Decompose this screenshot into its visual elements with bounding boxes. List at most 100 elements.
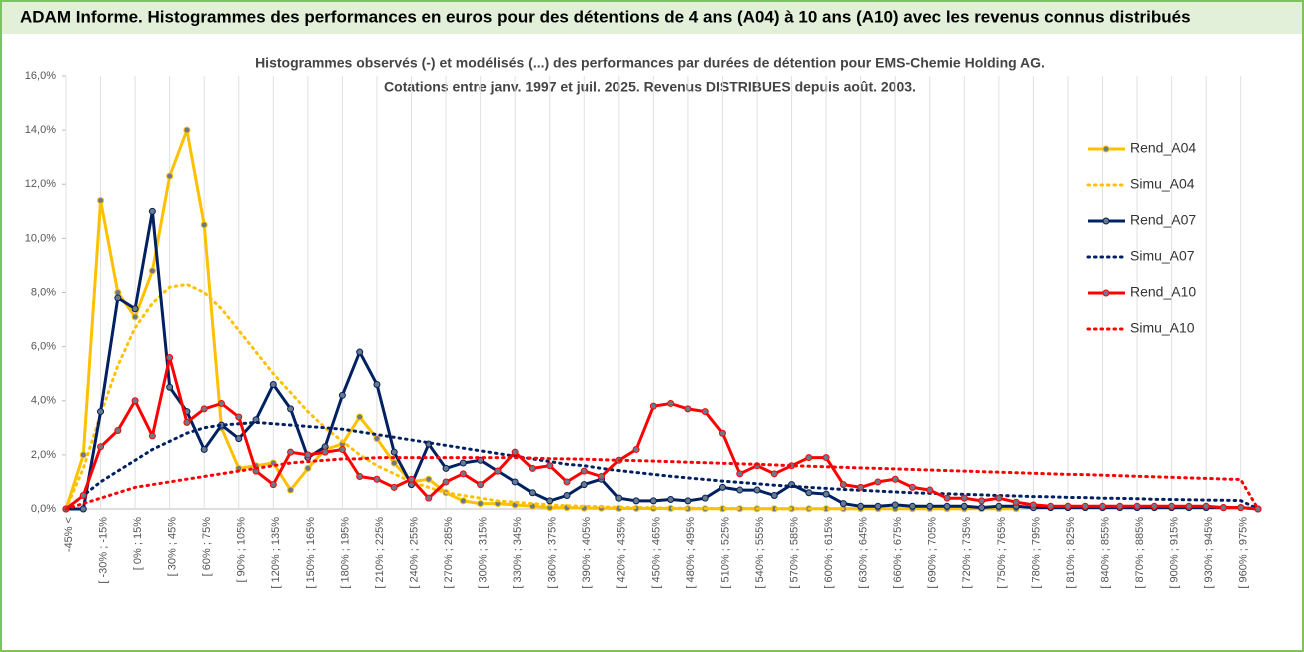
point <box>874 478 882 486</box>
point <box>632 497 640 505</box>
point <box>546 462 554 470</box>
x-tick-label: [ 0% ; 15% <box>132 517 144 570</box>
legend-marker <box>1102 145 1110 153</box>
point <box>1081 502 1089 510</box>
x-tick-label: [ 180% ; 195% <box>339 517 351 589</box>
point <box>563 478 571 486</box>
legend-label: Simu_A04 <box>1130 176 1195 192</box>
y-tick-label: 8,0% <box>31 286 56 298</box>
point <box>148 267 156 275</box>
point <box>1047 502 1055 510</box>
point <box>166 172 174 180</box>
x-tick-label: [ 60% ; 75% <box>201 517 213 577</box>
point <box>632 445 640 453</box>
point <box>217 399 225 407</box>
x-tick-label: [ 870% ; 885% <box>1134 517 1146 589</box>
point <box>736 486 744 494</box>
x-tick-label: [ 600% ; 615% <box>823 517 835 589</box>
point <box>563 491 571 499</box>
point <box>321 448 329 456</box>
x-tick-label: [ 780% ; 795% <box>1030 517 1042 589</box>
point <box>442 478 450 486</box>
point <box>1185 502 1193 510</box>
point <box>373 435 381 443</box>
y-tick-label: 6,0% <box>31 341 56 353</box>
x-tick-label: [ 810% ; 825% <box>1065 517 1077 589</box>
point <box>79 451 87 459</box>
y-tick-label: 4,0% <box>31 395 56 407</box>
legend-label: Simu_A07 <box>1130 248 1195 264</box>
point <box>908 502 916 510</box>
point <box>183 418 191 426</box>
x-tick-label: [ 240% ; 255% <box>408 517 420 589</box>
point <box>978 497 986 505</box>
point <box>477 500 485 508</box>
point <box>580 481 588 489</box>
point <box>183 126 191 134</box>
point <box>114 294 122 302</box>
x-tick-label: [ 480% ; 495% <box>685 517 697 589</box>
point <box>304 464 312 472</box>
point <box>891 501 899 509</box>
point <box>338 445 346 453</box>
point <box>839 481 847 489</box>
point <box>546 497 554 505</box>
x-tick-label: [ 960% ; 975% <box>1238 517 1250 589</box>
y-tick-label: 14,0% <box>25 124 56 136</box>
point <box>79 505 87 513</box>
x-tick-label: [ 840% ; 855% <box>1099 517 1111 589</box>
point <box>615 494 623 502</box>
y-tick-label: 2,0% <box>31 449 56 461</box>
point <box>1064 502 1072 510</box>
point <box>131 313 139 321</box>
header: ADAM Informe. Histogrammes des performan… <box>20 7 1191 26</box>
x-tick-label: [ 90% ; 105% <box>236 517 248 583</box>
point <box>995 502 1003 510</box>
point <box>995 494 1003 502</box>
point <box>943 494 951 502</box>
point <box>338 391 346 399</box>
point <box>926 502 934 510</box>
point <box>943 502 951 510</box>
point <box>97 196 105 204</box>
y-tick-label: 16,0% <box>25 70 56 82</box>
point <box>511 448 519 456</box>
chart-subtitle: Cotations entre janv. 1997 et juil. 2025… <box>384 79 916 95</box>
point <box>373 381 381 389</box>
point <box>1150 502 1158 510</box>
x-tick-label: [ 270% ; 285% <box>443 517 455 589</box>
point <box>97 443 105 451</box>
point <box>908 483 916 491</box>
x-tick-label: [ 900% ; 915% <box>1169 517 1181 589</box>
point <box>926 486 934 494</box>
point <box>1029 501 1037 509</box>
point <box>390 448 398 456</box>
point <box>528 489 536 497</box>
x-tick-label: [ 150% ; 165% <box>305 517 317 589</box>
series-line <box>65 356 1259 511</box>
point <box>822 490 830 498</box>
point <box>114 427 122 435</box>
x-tick-label: [ 750% ; 765% <box>996 517 1008 589</box>
point <box>684 405 692 413</box>
point <box>874 502 882 510</box>
x-tick-label: [ 720% ; 735% <box>961 517 973 589</box>
point <box>1133 502 1141 510</box>
point <box>822 454 830 462</box>
x-tick-label: [ -30% ; -15% <box>97 517 109 584</box>
point <box>459 459 467 467</box>
point <box>200 445 208 453</box>
point <box>649 497 657 505</box>
point <box>166 383 174 391</box>
point <box>425 475 433 483</box>
header-bar <box>2 2 1302 34</box>
point <box>477 456 485 464</box>
x-tick-label: [ 30% ; 45% <box>167 517 179 577</box>
point <box>857 483 865 491</box>
point <box>269 381 277 389</box>
y-tick-label: 12,0% <box>25 178 56 190</box>
x-tick-label: [ 930% ; 945% <box>1203 517 1215 589</box>
point <box>753 486 761 494</box>
